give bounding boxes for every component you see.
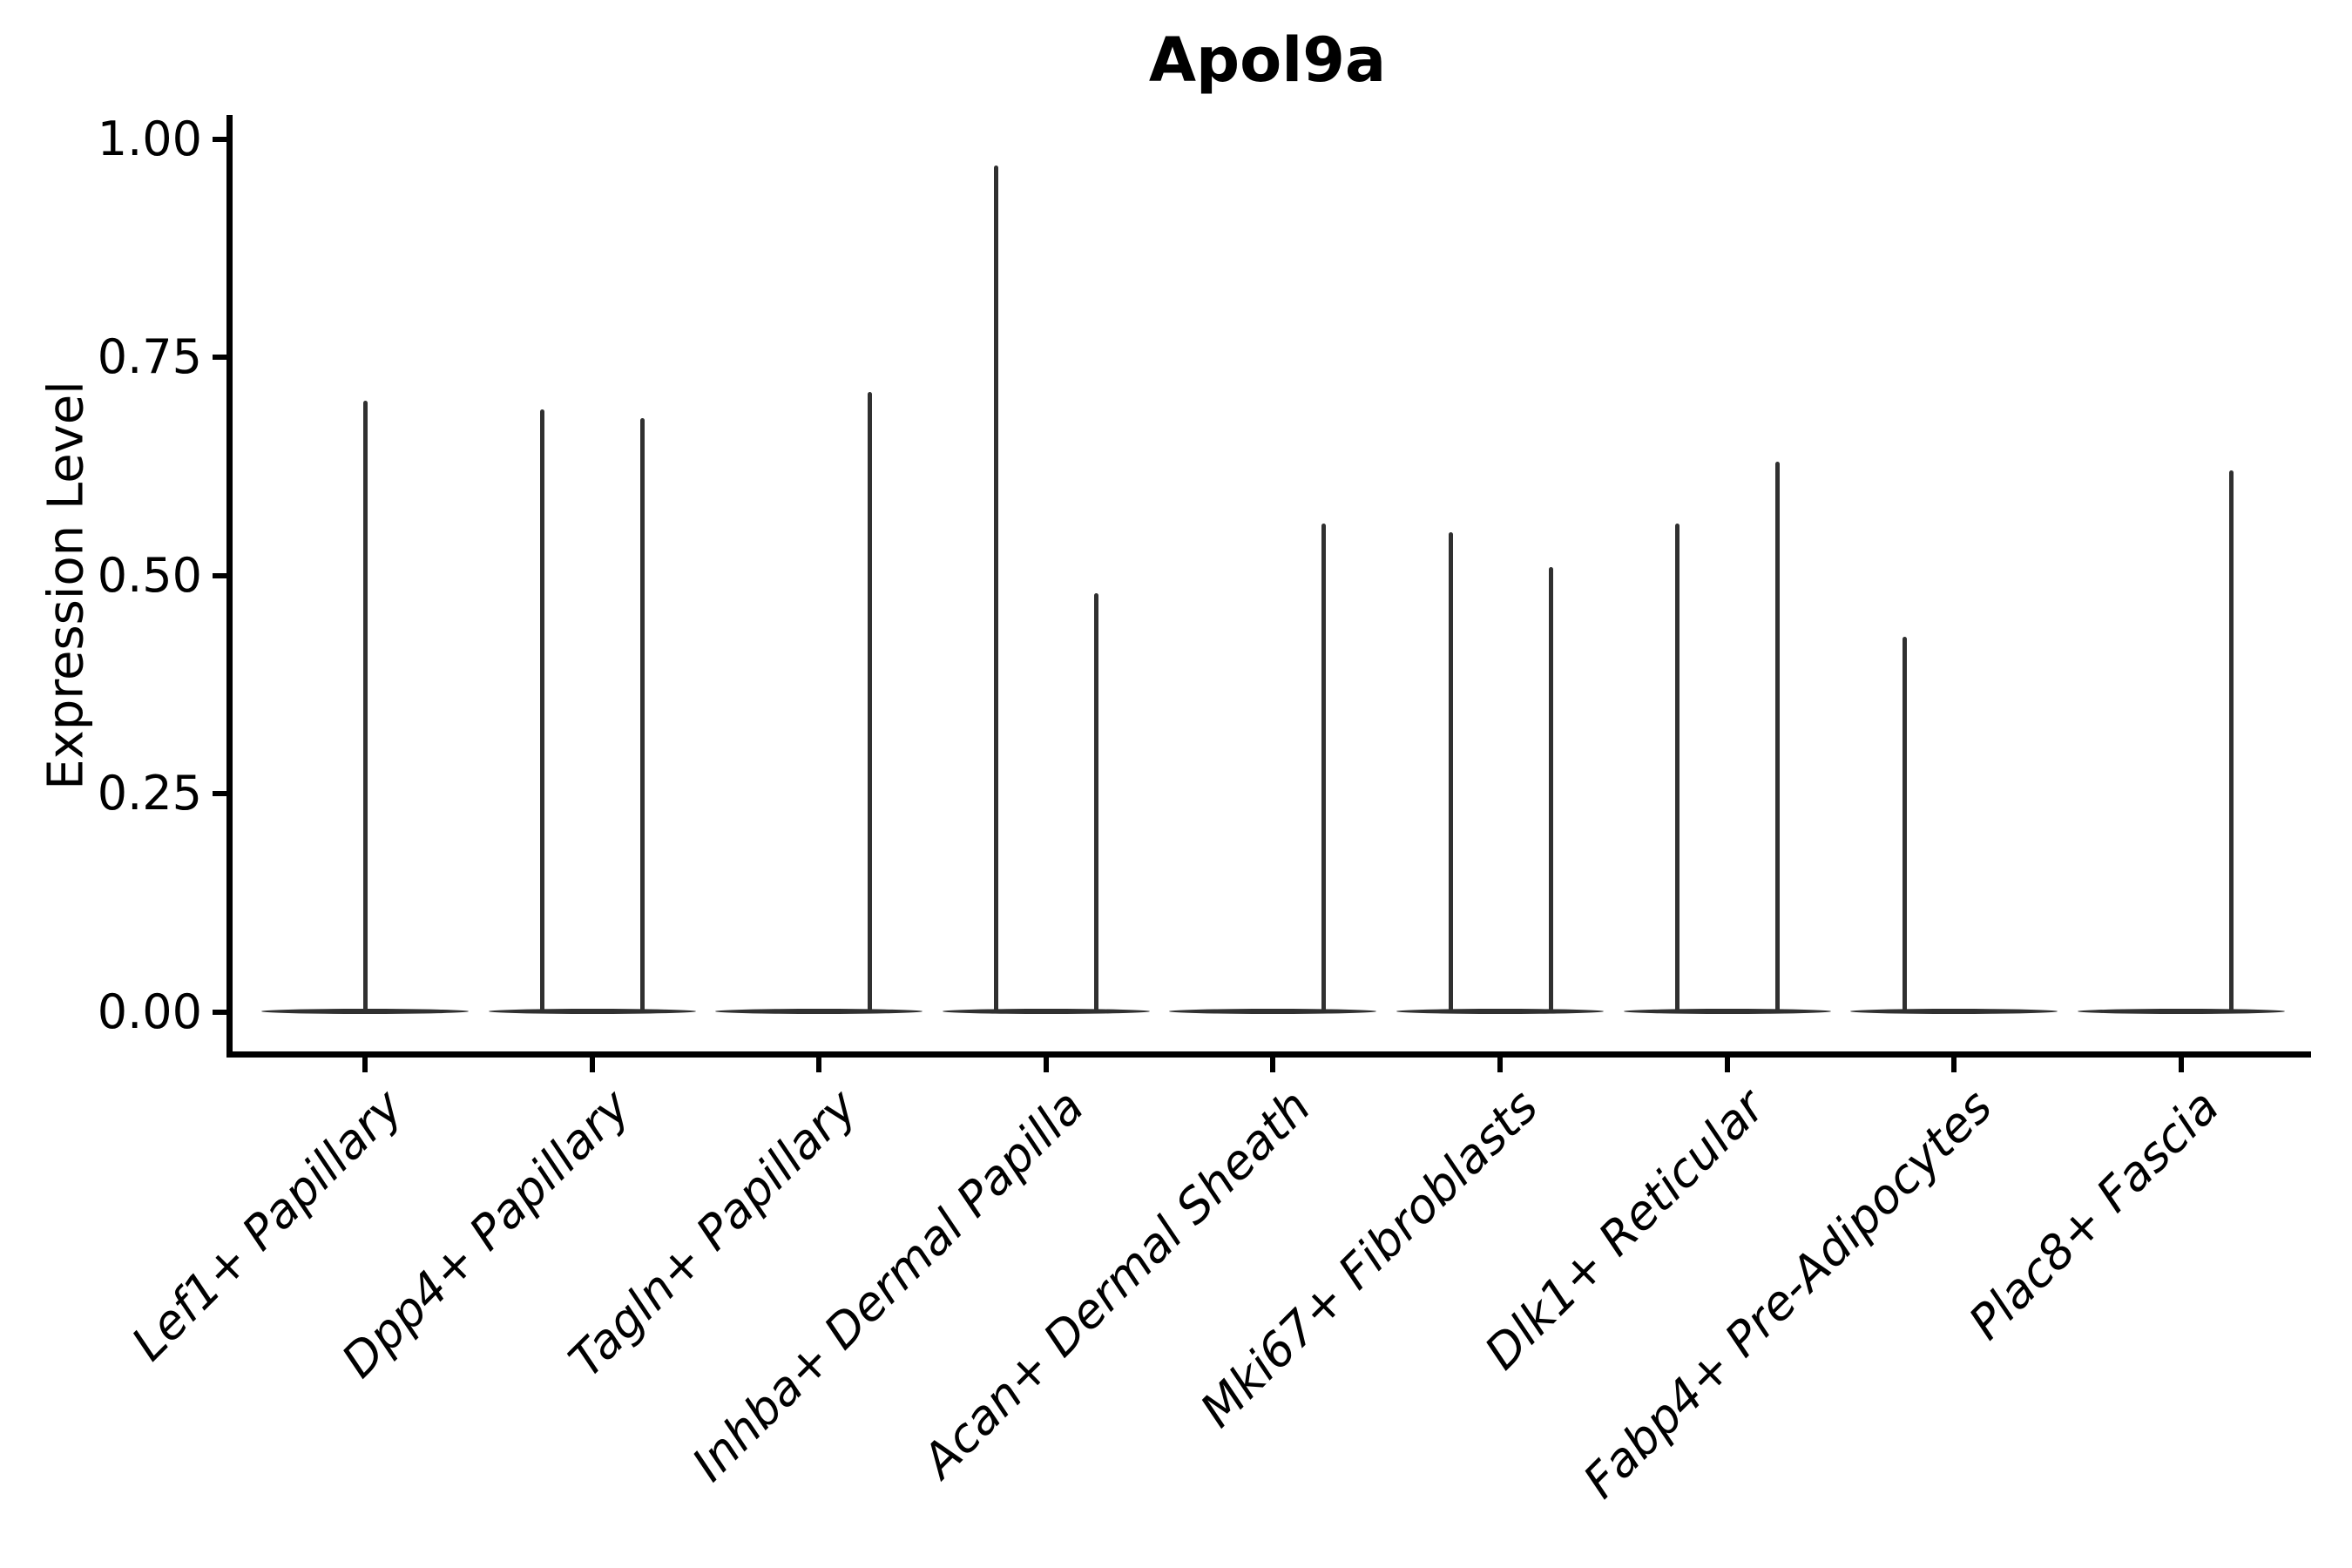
violin-body (942, 1009, 1150, 1014)
y-axis-label: Expression Level (37, 381, 95, 790)
y-tick-label: 0.25 (97, 766, 202, 821)
violin-spike (2229, 470, 2234, 1013)
x-category-label: Inhba+ Dermal Papilla (681, 1078, 1094, 1492)
y-tick-label: 0.50 (97, 547, 202, 603)
violin-body (1169, 1009, 1377, 1014)
violin-body (2077, 1009, 2285, 1014)
violin-spike (640, 418, 645, 1013)
y-axis-spine (226, 115, 233, 1058)
y-tick-mark (213, 572, 228, 578)
x-tick-mark (1497, 1057, 1503, 1072)
x-tick-mark (589, 1057, 595, 1072)
y-tick-mark (213, 791, 228, 797)
violin-spike (867, 392, 872, 1013)
violin-body (1850, 1009, 2058, 1014)
x-tick-mark (816, 1057, 822, 1072)
violin-body (1396, 1009, 1604, 1014)
violin-spike (994, 165, 999, 1013)
x-tick-mark (362, 1057, 368, 1072)
violin-spike (362, 401, 368, 1013)
y-tick-mark (213, 136, 228, 142)
violin-spike (1902, 636, 1907, 1013)
x-category-label: Fabp4+ Pre-Adipocytes (1572, 1078, 2003, 1509)
y-tick-label: 1.00 (97, 111, 202, 166)
y-tick-label: 0.00 (97, 984, 202, 1039)
x-axis-spine (226, 1051, 2311, 1058)
x-tick-mark (2178, 1057, 2184, 1072)
x-tick-mark (1043, 1057, 1049, 1072)
x-tick-mark (1270, 1057, 1276, 1072)
y-tick-mark (213, 355, 228, 361)
violin-spike (540, 409, 545, 1013)
violin-spike (1094, 592, 1099, 1013)
violin-body (715, 1009, 923, 1014)
x-tick-mark (1951, 1057, 1957, 1072)
plot-title: Apol9a (1148, 24, 1387, 96)
violin-spike (1675, 523, 1680, 1013)
x-category-label: Acan+ Dermal Sheath (911, 1078, 1321, 1489)
violin-spike (1321, 523, 1326, 1013)
violin-spike (1448, 531, 1453, 1013)
x-tick-mark (1724, 1057, 1730, 1072)
y-tick-mark (213, 1010, 228, 1015)
violin-body (488, 1009, 696, 1014)
violin-body (1623, 1009, 1831, 1014)
y-tick-label: 0.75 (97, 329, 202, 385)
violin-spike (1775, 462, 1781, 1013)
violin-spike (1548, 566, 1553, 1013)
